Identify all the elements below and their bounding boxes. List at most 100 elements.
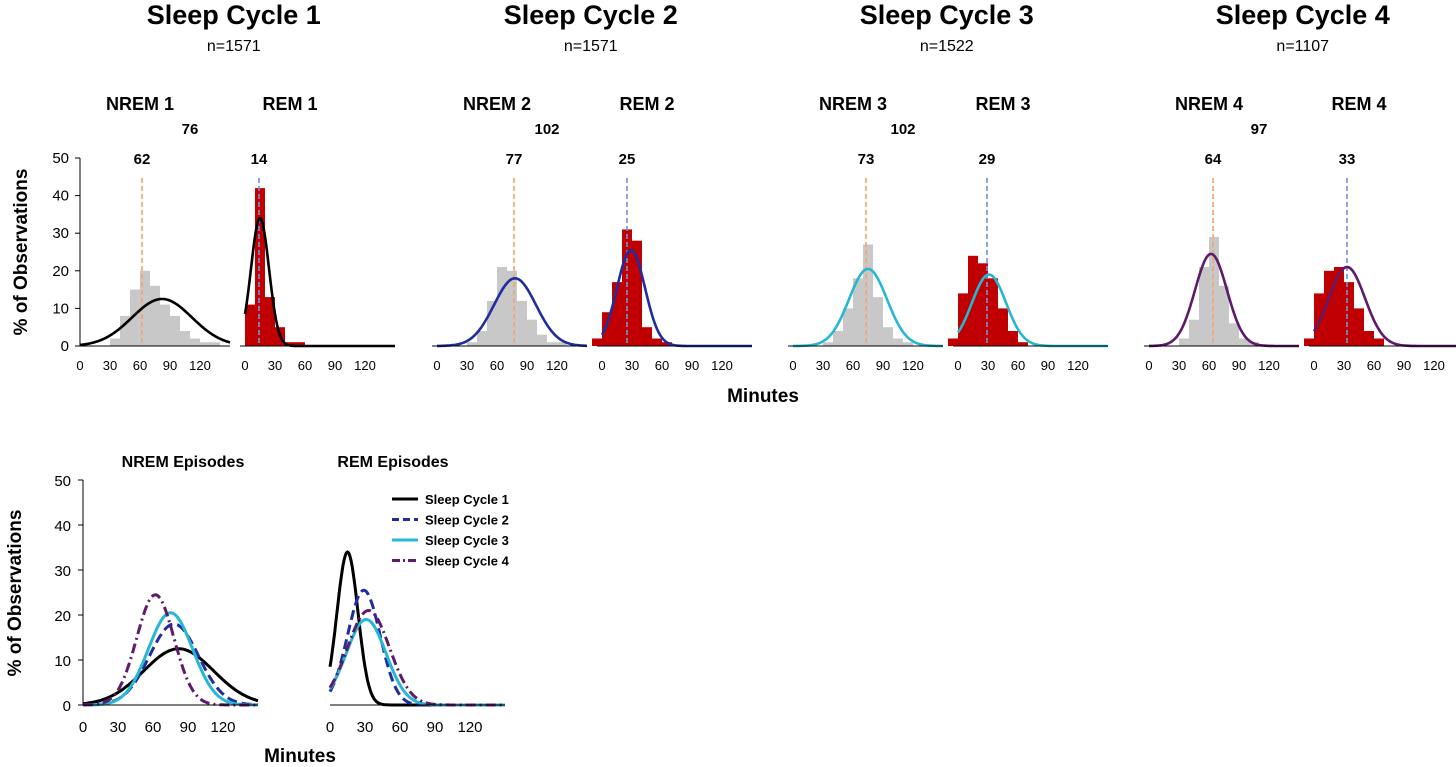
nrem-bar bbox=[200, 342, 210, 346]
nrem-episodes-x-tick-label: 120 bbox=[210, 719, 235, 736]
top-y-tick-label: 50 bbox=[52, 150, 69, 167]
rem-series-line bbox=[328, 608, 505, 707]
rem-bar bbox=[622, 229, 632, 346]
rem-bar bbox=[978, 263, 988, 346]
rem-bar bbox=[1008, 331, 1018, 346]
nrem-label: NREM 4 bbox=[1175, 94, 1243, 114]
nrem-episodes-x-tick-label: 30 bbox=[110, 719, 127, 736]
nrem-episodes-x-tick-label: 90 bbox=[180, 719, 197, 736]
rem-bar bbox=[652, 338, 662, 346]
bottom-y-tick-label: 30 bbox=[54, 563, 71, 580]
top-y-axis-label: % of Observations bbox=[11, 169, 32, 336]
cycle-total: 102 bbox=[534, 121, 559, 138]
nrem-x-tick-label: 90 bbox=[163, 358, 177, 373]
rem-label: REM 4 bbox=[1331, 94, 1386, 114]
nrem-bar bbox=[1189, 319, 1199, 346]
top-y-tick-label: 20 bbox=[52, 263, 69, 280]
rem-x-tick-label: 90 bbox=[685, 358, 699, 373]
rem-bar bbox=[1304, 338, 1314, 346]
nrem-bar bbox=[873, 297, 883, 346]
cycle-n: n=1107 bbox=[1276, 38, 1329, 55]
cycle-title: Sleep Cycle 2 bbox=[504, 0, 678, 30]
rem-episodes-panel: REM Episodes 0 30 60 90 120 bbox=[326, 454, 505, 736]
nrem-bar bbox=[120, 315, 130, 346]
nrem-episodes-panel: NREM Episodes 0 30 60 90 120 bbox=[79, 454, 259, 736]
rem-bar bbox=[592, 338, 602, 346]
rem-episodes-title: REM Episodes bbox=[337, 454, 448, 471]
bottom-y-axis: 0 10 20 30 40 50 bbox=[54, 473, 84, 715]
nrem-episodes-title: NREM Episodes bbox=[122, 454, 245, 471]
rem-panel: REM 4 33 0 30 60 90 120 bbox=[1304, 94, 1456, 373]
rem-bar bbox=[1018, 342, 1028, 346]
nrem-bar bbox=[210, 342, 220, 346]
nrem-x-tick-label: 30 bbox=[103, 358, 117, 373]
nrem-bar bbox=[853, 278, 863, 346]
nrem-bar bbox=[1239, 338, 1249, 346]
rem-bar bbox=[632, 240, 642, 346]
rem-x-tick-label: 0 bbox=[241, 358, 248, 373]
cycle-title: Sleep Cycle 4 bbox=[1216, 0, 1390, 30]
top-y-tick-label: 40 bbox=[52, 188, 69, 205]
nrem-median-value: 77 bbox=[506, 151, 523, 168]
nrem-x-tick-label: 90 bbox=[876, 358, 890, 373]
rem-x-tick-label: 30 bbox=[268, 358, 282, 373]
rem-label: REM 3 bbox=[975, 94, 1030, 114]
nrem-bar bbox=[160, 304, 170, 346]
rem-bar bbox=[1374, 338, 1384, 346]
nrem-median-value: 64 bbox=[1205, 151, 1222, 168]
nrem-bar bbox=[190, 338, 200, 346]
rem-bar bbox=[265, 297, 275, 346]
bottom-y-tick-label: 10 bbox=[54, 653, 71, 670]
nrem-bar bbox=[1219, 285, 1229, 346]
top-y-tick-label: 0 bbox=[61, 338, 69, 355]
rem-label: REM 1 bbox=[262, 94, 317, 114]
nrem-panel: NREM 1 62 0 30 60 90 120 bbox=[75, 94, 231, 373]
bottom-row-episodes: 0 10 20 30 40 50 % of Observations NREM Episode… bbox=[5, 454, 510, 767]
nrem-bar bbox=[823, 342, 833, 346]
nrem-bar bbox=[883, 327, 893, 346]
rem-episodes-x-tick-label: 90 bbox=[427, 719, 444, 736]
legend-label: Sleep Cycle 1 bbox=[425, 492, 509, 507]
rem-x-tick-label: 90 bbox=[1041, 358, 1055, 373]
nrem-x-tick-label: 30 bbox=[816, 358, 830, 373]
rem-x-tick-label: 0 bbox=[598, 358, 605, 373]
rem-x-tick-label: 120 bbox=[1067, 358, 1089, 373]
nrem-median-value: 73 bbox=[858, 151, 875, 168]
nrem-x-tick-label: 0 bbox=[1145, 358, 1152, 373]
rem-bar bbox=[1354, 308, 1364, 346]
nrem-x-tick-label: 90 bbox=[1232, 358, 1246, 373]
top-y-tick-label: 10 bbox=[52, 300, 69, 317]
rem-x-tick-label: 90 bbox=[328, 358, 342, 373]
nrem-panel: NREM 4 64 0 30 60 90 120 bbox=[1144, 94, 1299, 373]
nrem-x-tick-label: 30 bbox=[460, 358, 474, 373]
nrem-x-tick-label: 0 bbox=[789, 358, 796, 373]
nrem-panel: NREM 2 77 0 30 60 90 120 bbox=[432, 94, 587, 373]
cycle-total: 76 bbox=[182, 121, 199, 138]
rem-bar bbox=[285, 342, 295, 346]
bottom-y-tick-label: 0 bbox=[63, 698, 71, 715]
nrem-label: NREM 1 bbox=[106, 94, 174, 114]
rem-x-tick-label: 60 bbox=[1011, 358, 1025, 373]
rem-episodes-x-tick-label: 60 bbox=[392, 719, 409, 736]
nrem-bar bbox=[863, 244, 873, 346]
rem-x-tick-label: 120 bbox=[1423, 358, 1445, 373]
nrem-x-tick-label: 60 bbox=[133, 358, 147, 373]
cycle-title: Sleep Cycle 3 bbox=[860, 0, 1034, 30]
nrem-bar bbox=[180, 331, 190, 346]
nrem-bar bbox=[150, 285, 160, 346]
rem-bar bbox=[948, 338, 958, 346]
rem-episodes-x-tick-label: 0 bbox=[326, 719, 334, 736]
rem-x-tick-label: 60 bbox=[298, 358, 312, 373]
rem-bar bbox=[245, 304, 255, 346]
nrem-bar bbox=[140, 270, 150, 346]
nrem-x-tick-label: 0 bbox=[76, 358, 83, 373]
legend-label: Sleep Cycle 4 bbox=[425, 554, 510, 569]
nrem-bar bbox=[537, 334, 547, 346]
nrem-x-tick-label: 0 bbox=[433, 358, 440, 373]
nrem-bar bbox=[1209, 237, 1219, 346]
rem-panel: REM 2 25 0 30 60 90 120 bbox=[592, 94, 752, 373]
nrem-bar bbox=[110, 338, 120, 346]
